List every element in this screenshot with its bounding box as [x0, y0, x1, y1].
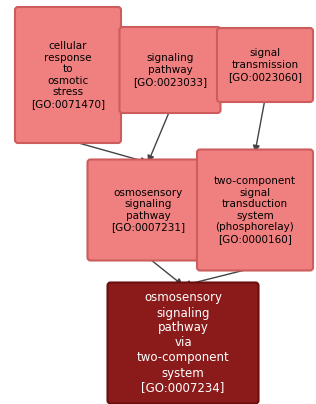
FancyBboxPatch shape — [107, 282, 258, 404]
Text: signaling
pathway
[GO:0023033]: signaling pathway [GO:0023033] — [133, 53, 207, 86]
FancyBboxPatch shape — [119, 27, 221, 113]
Text: osmosensory
signaling
pathway
[GO:0007231]: osmosensory signaling pathway [GO:000723… — [111, 187, 185, 232]
FancyBboxPatch shape — [88, 160, 209, 261]
FancyBboxPatch shape — [217, 28, 313, 102]
FancyBboxPatch shape — [197, 149, 313, 271]
Text: cellular
response
to
osmotic
stress
[GO:0071470]: cellular response to osmotic stress [GO:… — [31, 41, 105, 109]
Text: signal
transmission
[GO:0023060]: signal transmission [GO:0023060] — [228, 48, 302, 82]
Text: two-component
signal
transduction
system
(phosphorelay)
[GO:0000160]: two-component signal transduction system… — [214, 176, 296, 244]
FancyBboxPatch shape — [15, 7, 121, 143]
Text: osmosensory
signaling
pathway
via
two-component
system
[GO:0007234]: osmosensory signaling pathway via two-co… — [137, 292, 229, 394]
